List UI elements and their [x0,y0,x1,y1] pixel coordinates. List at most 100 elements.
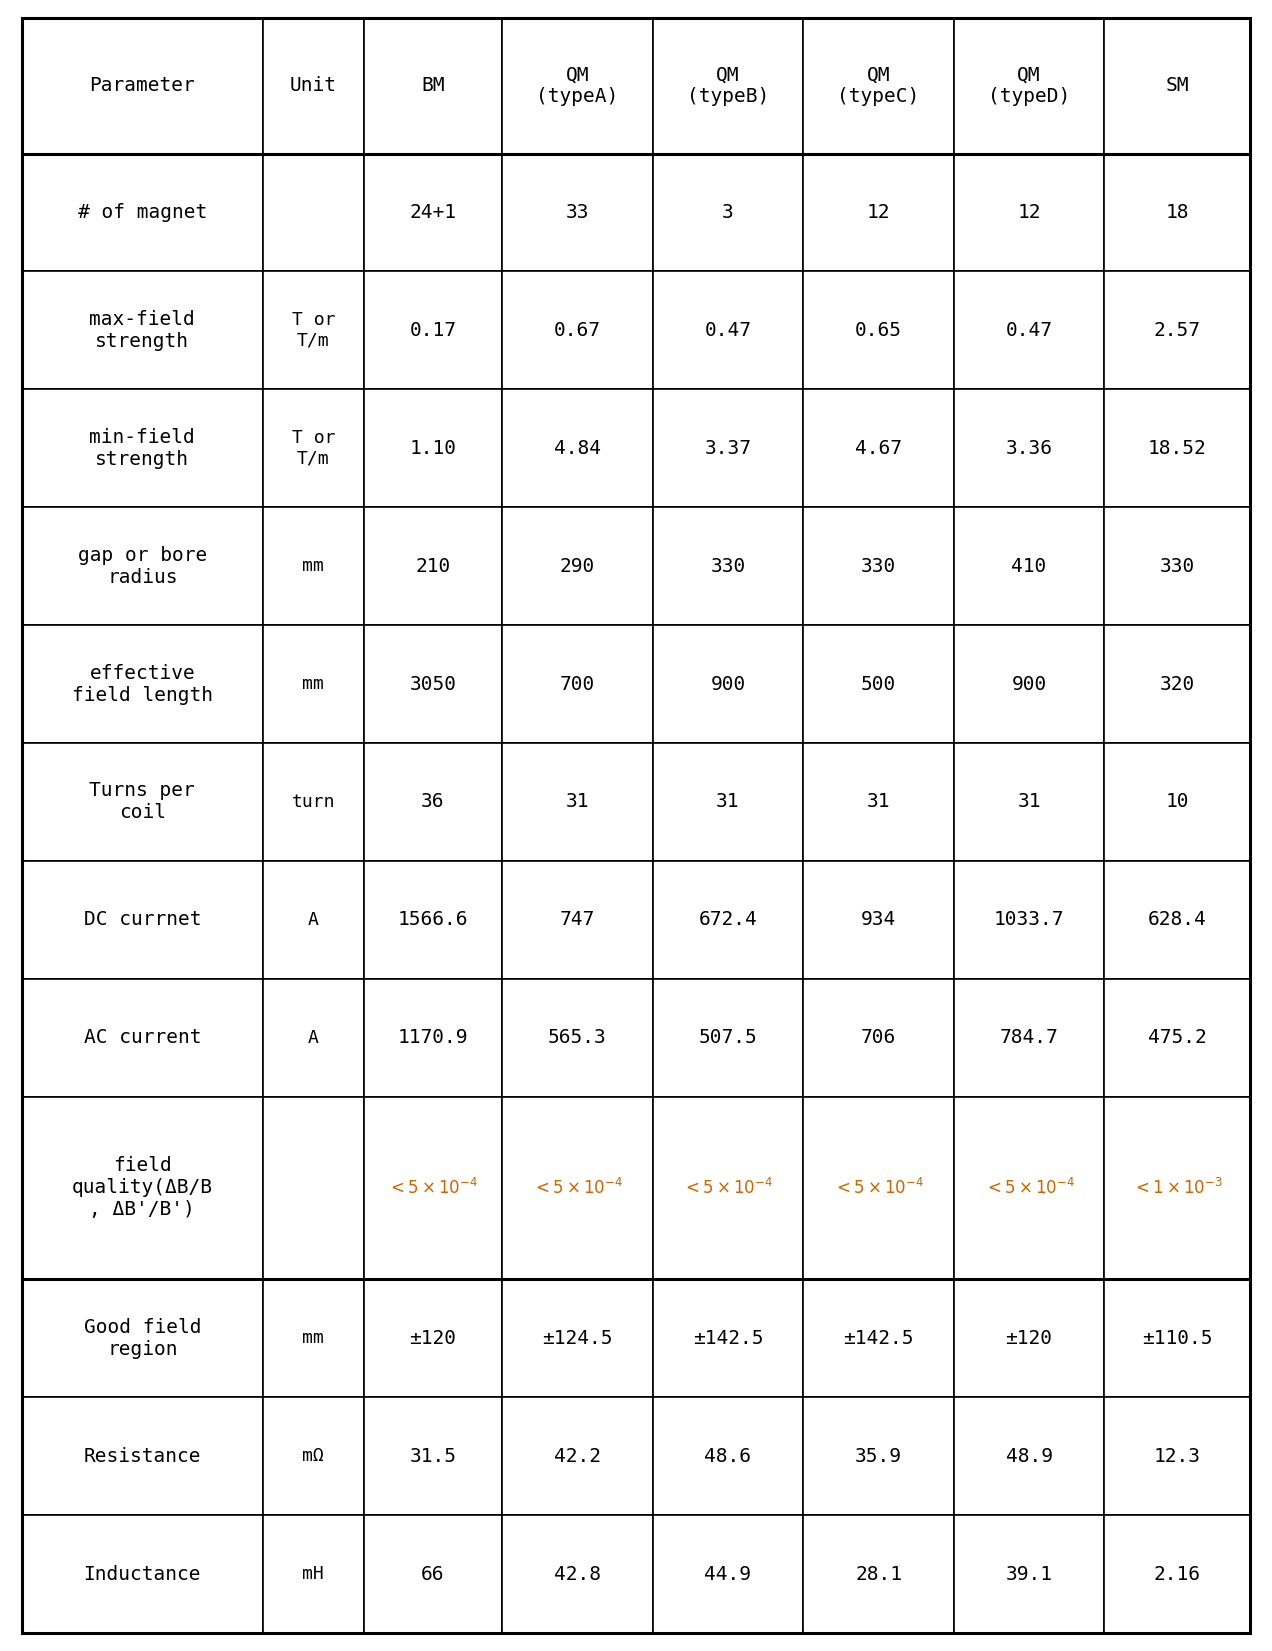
Bar [22,626,262,743]
Text: Good field
region: Good field region [84,1317,201,1359]
Text: 36: 36 [421,792,445,811]
Text: mΩ: mΩ [303,1448,324,1464]
Text: 330: 330 [861,556,897,576]
Bar [22,979,262,1096]
Text: mm: mm [303,675,324,693]
Text: 330: 330 [1160,556,1194,576]
Bar [502,1096,653,1280]
Bar [954,860,1104,979]
Bar [653,271,803,390]
Bar [262,18,364,154]
Text: 0.47: 0.47 [1006,320,1053,340]
Bar [653,390,803,507]
Text: 42.2: 42.2 [553,1446,600,1466]
Bar [1104,1280,1250,1397]
Text: 500: 500 [861,675,897,693]
Bar [262,390,364,507]
Text: 0.47: 0.47 [705,320,752,340]
Bar [1104,18,1250,154]
Bar [954,1280,1104,1397]
Bar [502,154,653,271]
Text: Turns per
coil: Turns per coil [89,781,195,822]
Bar [803,18,954,154]
Bar [22,507,262,626]
Text: BM: BM [421,76,445,96]
Text: 12: 12 [866,203,890,221]
Bar [1104,390,1250,507]
Text: 33: 33 [566,203,589,221]
Text: mH: mH [303,1565,324,1583]
Bar [502,1516,653,1633]
Bar [262,1397,364,1516]
Text: SM: SM [1165,76,1189,96]
Text: QM
(typeC): QM (typeC) [837,66,920,106]
Bar [22,18,262,154]
Bar [1104,154,1250,271]
Bar [502,390,653,507]
Bar [954,1516,1104,1633]
Bar [262,626,364,743]
Text: 1033.7: 1033.7 [993,910,1065,930]
Bar [954,743,1104,860]
Text: mm: mm [303,1329,324,1347]
Text: 31: 31 [566,792,589,811]
Text: AC current: AC current [84,1029,201,1047]
Text: 3: 3 [722,203,734,221]
Text: T or
T/m: T or T/m [291,429,335,467]
Text: 565.3: 565.3 [548,1029,607,1047]
Text: 290: 290 [560,556,595,576]
Text: ±120: ±120 [410,1329,457,1347]
Bar [653,1516,803,1633]
Bar [653,507,803,626]
Bar [502,979,653,1096]
Bar [22,390,262,507]
Text: 48.6: 48.6 [705,1446,752,1466]
Bar [1104,1397,1250,1516]
Text: ±142.5: ±142.5 [843,1329,913,1347]
Bar [1104,507,1250,626]
Text: field
quality(ΔB/B
, ΔB'/B'): field quality(ΔB/B , ΔB'/B') [71,1156,212,1220]
Text: # of magnet: # of magnet [78,203,207,221]
Bar [262,979,364,1096]
Bar [262,1280,364,1397]
Text: effective
field length: effective field length [71,664,212,705]
Bar [364,18,502,154]
Bar [262,1516,364,1633]
Text: 747: 747 [560,910,595,930]
Text: 410: 410 [1011,556,1047,576]
Text: 48.9: 48.9 [1006,1446,1053,1466]
Text: 31: 31 [716,792,740,811]
Text: 1.10: 1.10 [410,439,457,457]
Text: $<5\times10^{-4}$: $<5\times10^{-4}$ [983,1177,1075,1199]
Bar [502,743,653,860]
Bar [803,979,954,1096]
Bar [262,743,364,860]
Bar [653,860,803,979]
Bar [1104,1516,1250,1633]
Text: 900: 900 [1011,675,1047,693]
Text: $<5\times10^{-4}$: $<5\times10^{-4}$ [532,1177,623,1199]
Bar [502,860,653,979]
Bar [502,626,653,743]
Text: T or
T/m: T or T/m [291,310,335,350]
Bar [364,1096,502,1280]
Text: 3.37: 3.37 [705,439,752,457]
Text: QM
(typeD): QM (typeD) [988,66,1070,106]
Text: 320: 320 [1160,675,1194,693]
Text: 4.84: 4.84 [553,439,600,457]
Text: ±110.5: ±110.5 [1142,1329,1212,1347]
Bar [803,626,954,743]
Text: ±120: ±120 [1006,1329,1053,1347]
Text: 42.8: 42.8 [553,1565,600,1583]
Text: 210: 210 [416,556,450,576]
Bar [22,154,262,271]
Bar [22,271,262,390]
Text: 31: 31 [866,792,890,811]
Bar [364,743,502,860]
Bar [803,1397,954,1516]
Bar [22,1280,262,1397]
Bar [262,271,364,390]
Bar [1104,271,1250,390]
Bar [364,860,502,979]
Bar [803,743,954,860]
